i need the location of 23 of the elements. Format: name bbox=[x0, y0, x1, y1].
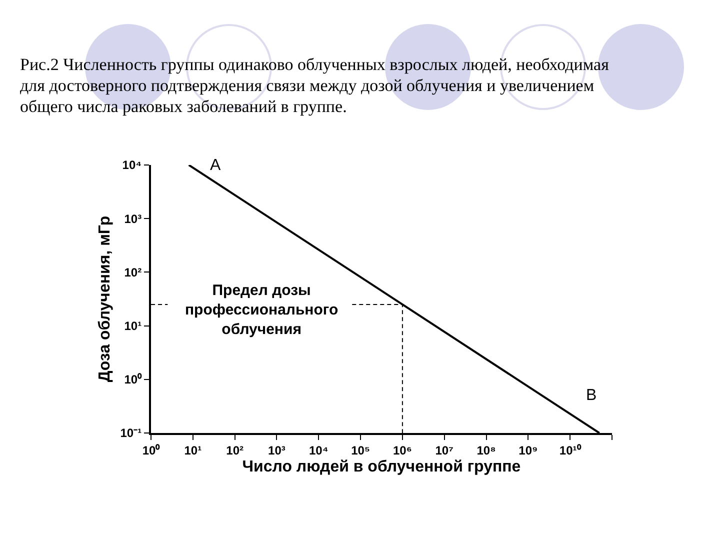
y-tick-label: 10¹ bbox=[124, 319, 142, 333]
y-tick-label: 10⁰ bbox=[124, 372, 143, 387]
x-tick-label: 10¹⁰ bbox=[559, 443, 582, 458]
x-tick-label: 10⁸ bbox=[476, 443, 496, 458]
x-tick-label: 10⁴ bbox=[308, 443, 328, 458]
x-tick-label: 10⁰ bbox=[142, 443, 161, 458]
chart-title: Рис.2 Численность группы одинаково облученных взрослых людей, необходимая для достоверного подтверждения связи между дозой облучения и увеличением общего числа раковых заболеваний в группе. bbox=[20, 54, 610, 117]
y-tick-label: 10⁴ bbox=[122, 158, 142, 172]
annotation: Предел дозы профессионального облучения bbox=[185, 282, 338, 338]
x-tick-label: 10⁶ bbox=[393, 443, 412, 458]
y-tick-label: 10⁻¹ bbox=[120, 426, 142, 440]
x-tick-label: 10³ bbox=[268, 443, 286, 458]
annotation: B bbox=[586, 387, 597, 404]
x-tick-label: 10² bbox=[226, 443, 244, 458]
y-tick-label: 10³ bbox=[124, 212, 142, 226]
x-axis-title: Число людей в облученной группе bbox=[242, 458, 521, 476]
annotation: A bbox=[210, 157, 221, 174]
x-tick-label: 10⁷ bbox=[435, 443, 454, 458]
y-tick-label: 10² bbox=[124, 265, 142, 280]
x-tick-label: 10⁹ bbox=[518, 443, 538, 458]
x-tick-label: 10⁵ bbox=[351, 443, 370, 458]
x-tick-label: 10¹ bbox=[184, 443, 202, 458]
y-axis-title: Доза облучения, мГр bbox=[96, 216, 114, 382]
